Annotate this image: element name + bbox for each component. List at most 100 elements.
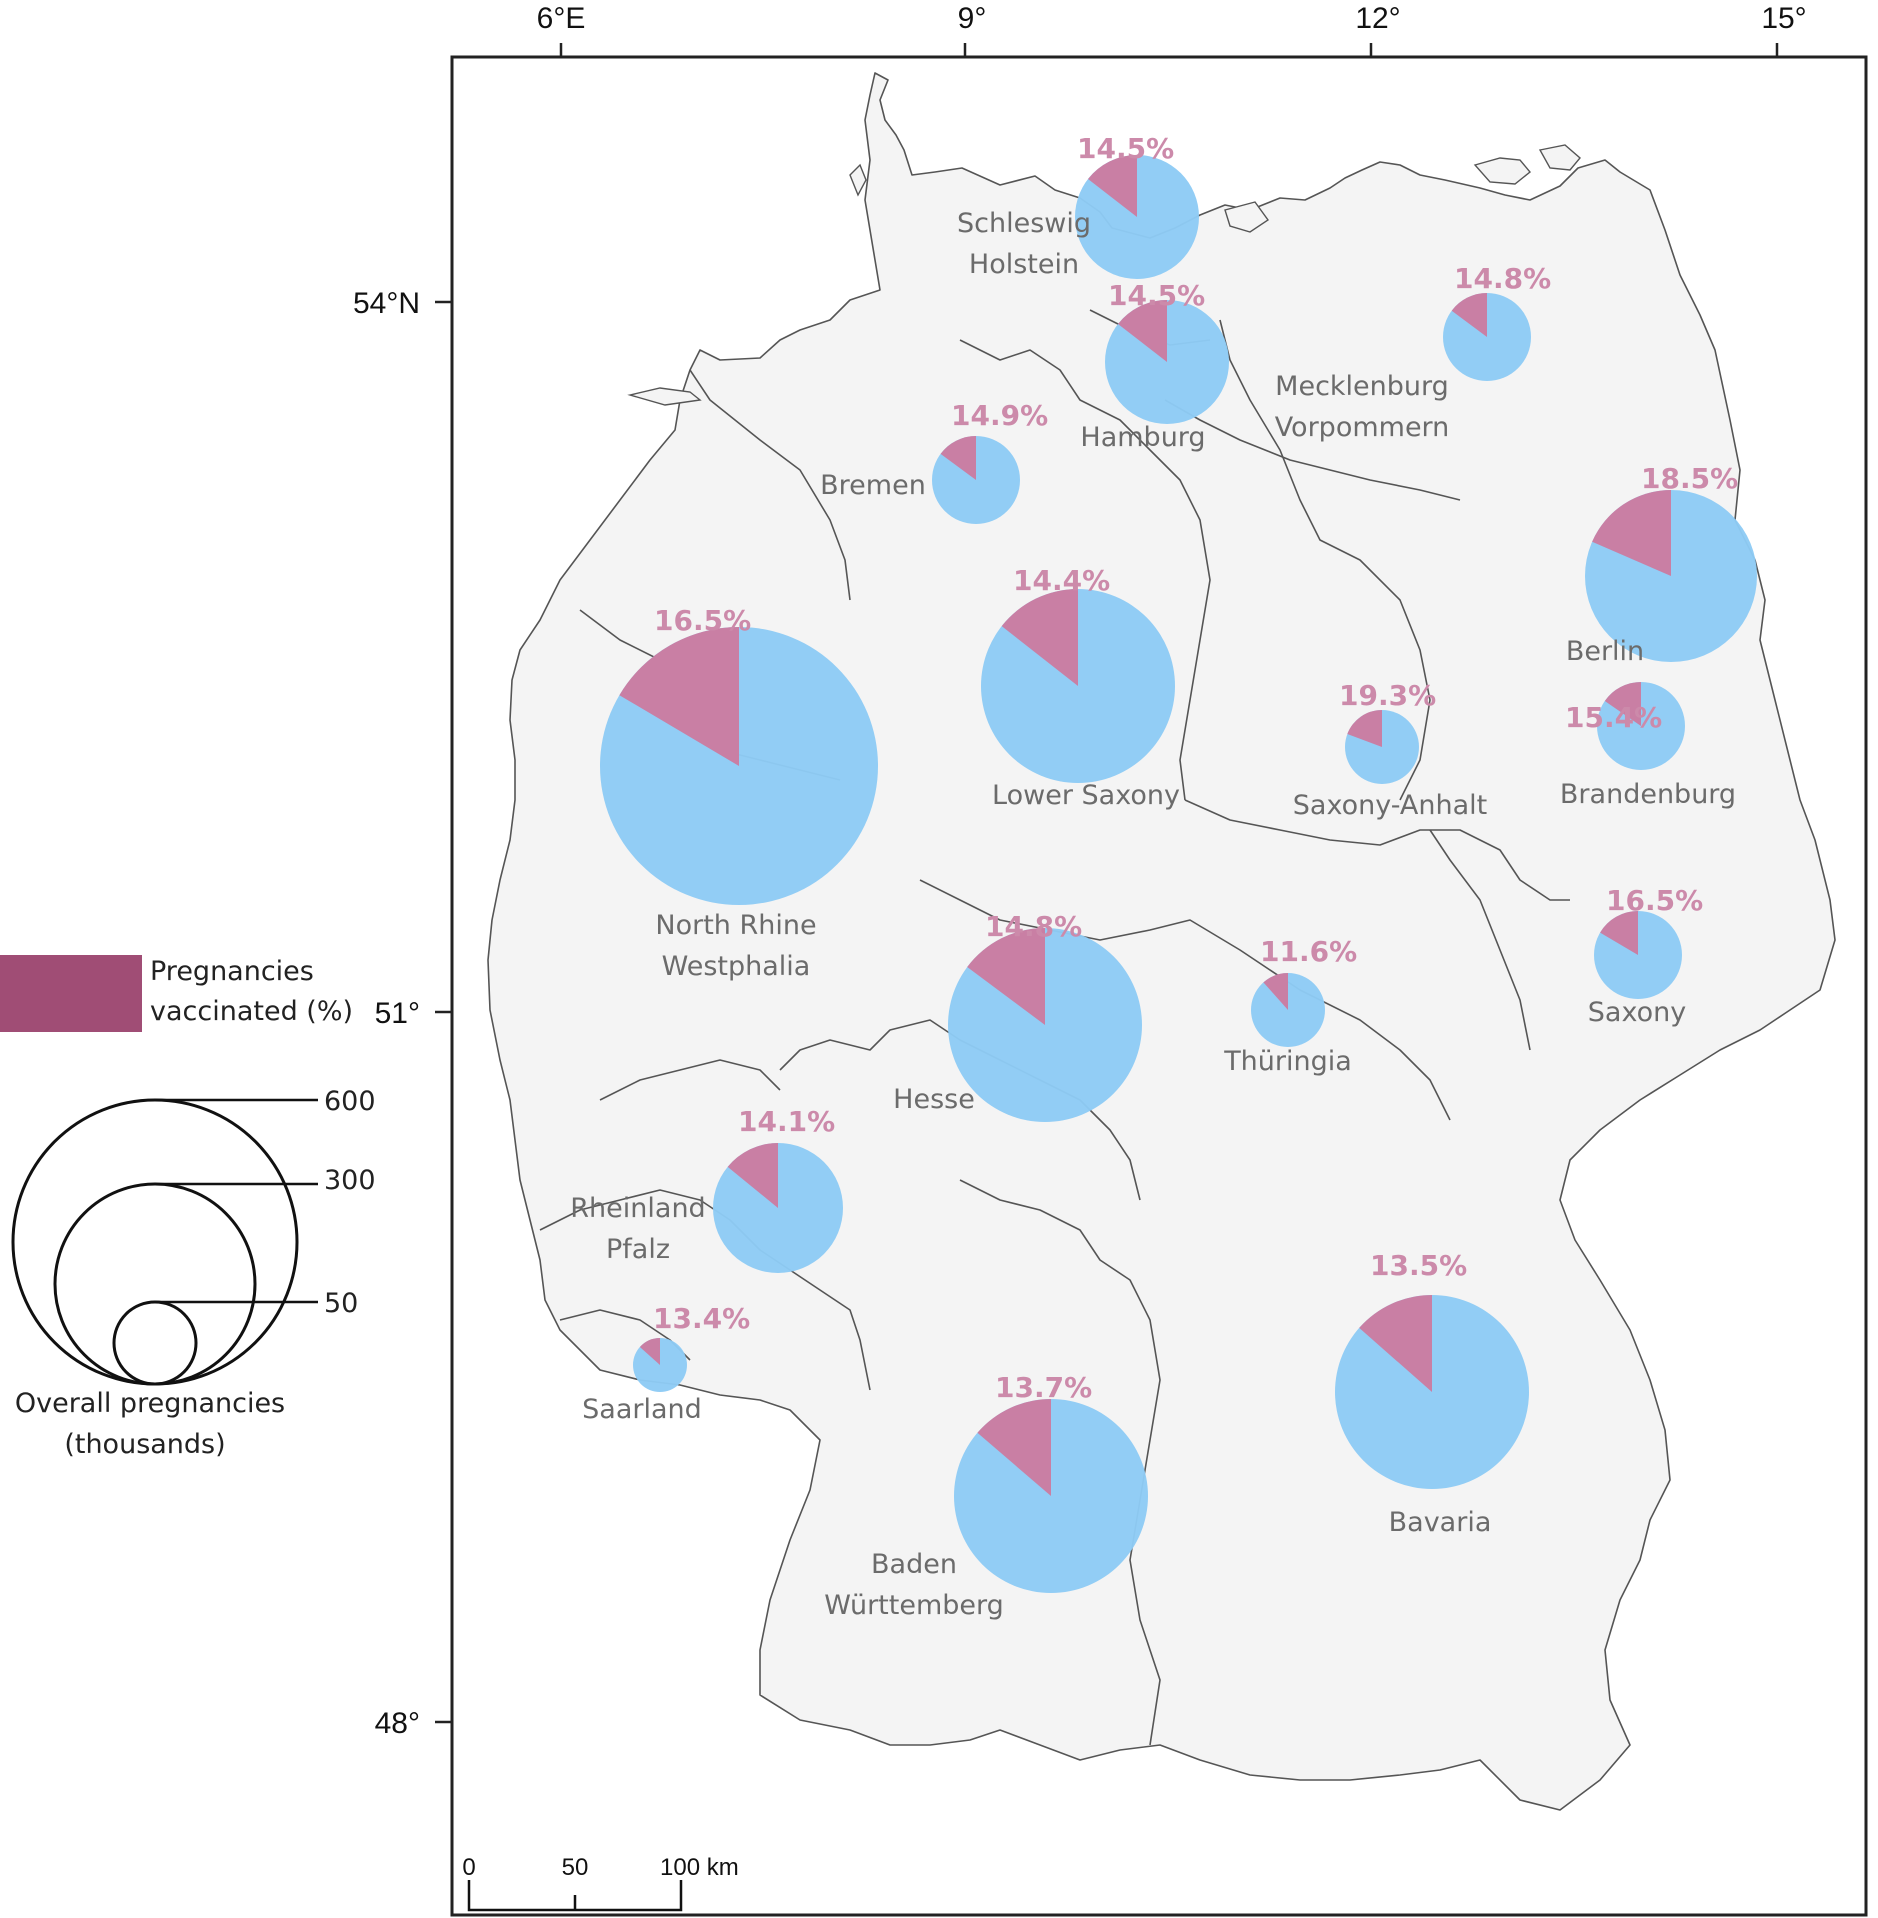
pie-brandenburg	[1597, 682, 1685, 770]
region-label: Württemberg	[824, 1590, 1004, 1621]
pie-vaccinated-slice	[1600, 911, 1638, 955]
pie-bavaria	[1335, 1295, 1529, 1489]
pie-bremen	[932, 436, 1020, 524]
pct-label: 16.5%	[654, 604, 751, 637]
pie-vaccinated-slice	[1001, 589, 1078, 686]
region-label: Baden	[871, 1549, 957, 1580]
pct-label: 14.1%	[738, 1105, 835, 1138]
region-label: Saarland	[582, 1394, 702, 1425]
legend-swatch-label: vaccinated (%)	[150, 996, 353, 1027]
region-label: Brandenburg	[1560, 779, 1736, 810]
region-label: Holstein	[969, 249, 1079, 280]
pct-label: 14.8%	[1454, 262, 1551, 295]
pie-saxony-anhalt	[1345, 709, 1419, 784]
y-tick-label: 54°N	[353, 287, 420, 320]
pie-vaccinated-slice	[727, 1143, 778, 1208]
pct-label: 14.9%	[951, 399, 1048, 432]
island	[627, 387, 702, 406]
scale-bar-label: 0	[462, 1854, 475, 1881]
pct-label: 15.4%	[1565, 701, 1662, 734]
pie-berlin	[1585, 490, 1757, 662]
region-label: Schleswig	[957, 208, 1091, 239]
pct-label: 13.5%	[1370, 1249, 1467, 1282]
x-tick-label: 12°	[1355, 2, 1400, 35]
region-label: Saxony	[1588, 997, 1686, 1028]
pie-th-ringia	[1251, 973, 1325, 1047]
y-tick-label: 48°	[375, 1707, 420, 1740]
legend-circle-50	[112, 1300, 198, 1386]
pct-label: 13.7%	[995, 1371, 1092, 1404]
region-label: Mecklenburg	[1275, 371, 1449, 402]
pie-vaccinated-slice	[977, 1399, 1051, 1496]
pie-mecklenburg-vorpommern	[1443, 292, 1531, 381]
pie-baden-w-rttemberg	[954, 1399, 1148, 1593]
legend-circle-300	[53, 1182, 257, 1386]
pct-label: 11.6%	[1260, 935, 1357, 968]
pct-label: 18.5%	[1641, 462, 1738, 495]
region-label: Hamburg	[1080, 422, 1205, 453]
pie-vaccinated-slice	[967, 928, 1045, 1025]
pie-vaccinated-slice	[1347, 709, 1382, 747]
pie-vaccinated-slice	[1592, 490, 1671, 576]
label-layer: 14.5% Schleswig Holstein 14.5% Hamburg 14.8% M…	[570, 132, 1738, 1621]
pie-saxony	[1594, 911, 1682, 999]
region-label: Saxony-Anhalt	[1293, 790, 1487, 821]
pie-vaccinated-slice	[639, 1338, 660, 1365]
y-tick-label: 51°	[375, 997, 420, 1030]
pie-vaccinated-slice	[1263, 973, 1288, 1010]
legend-circle-600	[11, 1098, 299, 1386]
island	[1538, 144, 1581, 171]
region-label: Lower Saxony	[992, 780, 1180, 811]
pie-schleswig-holstein	[1075, 155, 1199, 279]
region-label: Hesse	[893, 1084, 975, 1115]
pie-layer	[600, 155, 1757, 1593]
legend: Pregnancies vaccinated (%) 600 300 50 Ov…	[0, 955, 376, 1460]
region-label: Rheinland	[570, 1193, 705, 1224]
pie-vaccinated-slice	[619, 627, 739, 766]
island	[1224, 201, 1269, 233]
pie-rheinland-pfalz	[713, 1143, 843, 1273]
legend-size-value: 300	[324, 1165, 376, 1196]
pie-vaccinated-slice	[1088, 155, 1137, 217]
pie-vaccinated-slice	[1451, 292, 1487, 337]
pie-lower-saxony	[981, 589, 1175, 783]
region-label: North Rhine	[655, 910, 816, 941]
pct-label: 14.8%	[985, 910, 1082, 943]
x-tick-label: 6°E	[537, 2, 586, 35]
region-label: Thüringia	[1223, 1046, 1352, 1077]
axis-ticks	[435, 43, 1779, 1724]
region-label: Pfalz	[606, 1234, 670, 1265]
scale-bar-label: 100 km	[660, 1854, 739, 1881]
legend-swatch-vaccinated	[0, 955, 142, 1032]
pie-north-rhine-westphalia	[600, 627, 878, 905]
pie-vaccinated-slice	[940, 436, 976, 480]
pie-hamburg	[1105, 300, 1229, 424]
pct-label: 14.4%	[1013, 564, 1110, 597]
pie-vaccinated-slice	[1118, 300, 1167, 362]
legend-size-title: (thousands)	[64, 1429, 225, 1460]
region-label: Westphalia	[662, 951, 811, 982]
region-label: Bavaria	[1389, 1507, 1492, 1538]
legend-size-value: 600	[324, 1086, 376, 1117]
island	[1473, 157, 1531, 185]
pct-label: 19.3%	[1339, 679, 1436, 712]
legend-size-value: 50	[324, 1288, 358, 1319]
region-label: Bremen	[820, 470, 926, 501]
pct-label: 14.5%	[1077, 132, 1174, 165]
scale-bar: 0 50 100 km	[462, 1854, 739, 1912]
pie-vaccinated-slice	[1359, 1295, 1432, 1392]
pct-label: 13.4%	[653, 1302, 750, 1335]
x-tick-label: 9°	[958, 2, 987, 35]
pie-saarland	[633, 1338, 687, 1392]
legend-swatch-label: Pregnancies	[150, 956, 314, 987]
island	[849, 163, 867, 197]
pie-vaccinated-slice	[1604, 682, 1641, 726]
region-label: Berlin	[1566, 636, 1644, 667]
pct-label: 16.5%	[1606, 884, 1703, 917]
x-tick-label: 15°	[1761, 2, 1806, 35]
pct-label: 14.5%	[1108, 279, 1205, 312]
scale-bar-label: 50	[562, 1854, 589, 1881]
legend-size-title: Overall pregnancies	[15, 1388, 285, 1419]
pie-hesse	[948, 928, 1142, 1122]
